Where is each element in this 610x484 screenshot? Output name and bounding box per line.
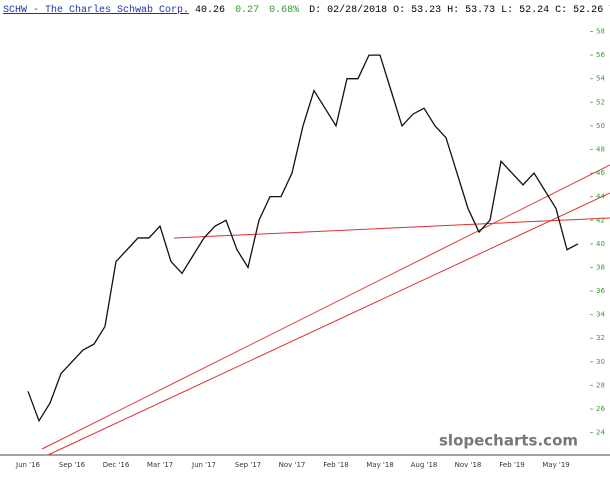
- change: 0.27: [235, 5, 259, 16]
- y-tick-label: 36: [596, 287, 605, 295]
- y-tick-label: 28: [596, 381, 605, 389]
- y-tick-label: 42: [596, 216, 605, 224]
- x-tick-label: Dec '16: [103, 461, 130, 469]
- x-tick-label: Jun '16: [15, 461, 41, 469]
- price-line: [27, 54, 579, 423]
- trend-line: [173, 217, 610, 239]
- last-price: 40.26: [195, 5, 225, 16]
- trend-line: [41, 164, 610, 450]
- ohlc-details: D: 02/28/2018 O: 53.23 H: 53.73 L: 52.24…: [309, 4, 610, 16]
- x-tick-label: Feb '18: [323, 461, 348, 469]
- y-tick-label: 34: [596, 311, 605, 319]
- x-tick-label: Feb '19: [499, 461, 524, 469]
- x-tick-label: Aug '18: [411, 461, 438, 469]
- y-tick-label: 50: [596, 122, 605, 130]
- y-tick-label: 40: [596, 240, 605, 248]
- y-tick-label: 44: [596, 193, 605, 201]
- change-pct: 0.68%: [269, 5, 299, 16]
- x-tick-label: Sep '16: [59, 461, 86, 469]
- y-tick-label: 26: [596, 405, 605, 413]
- x-tick-label: Nov '18: [455, 461, 482, 469]
- symbol[interactable]: SCHW - The Charles Schwab Corp.: [3, 4, 189, 16]
- y-tick-label: 32: [596, 334, 605, 342]
- x-tick-label: Sep '17: [235, 461, 261, 469]
- y-tick-label: 24: [596, 429, 605, 437]
- y-tick-label: 48: [596, 145, 605, 153]
- watermark: slopecharts.com: [439, 432, 578, 450]
- y-tick-label: 58: [596, 28, 605, 36]
- y-tick-label: 52: [596, 98, 605, 106]
- x-tick-label: Nov '17: [279, 461, 306, 469]
- y-tick-label: 30: [596, 358, 605, 366]
- y-tick-label: 54: [596, 75, 605, 83]
- x-tick-label: Mar '17: [147, 461, 173, 469]
- x-tick-label: May '19: [542, 461, 570, 469]
- x-tick-label: May '18: [366, 461, 394, 469]
- y-tick-label: 38: [596, 263, 605, 271]
- y-tick-label: 56: [596, 51, 605, 59]
- y-tick-label: 46: [596, 169, 605, 177]
- x-tick-label: Jun '17: [191, 461, 216, 469]
- trend-line: [47, 192, 610, 456]
- header: SCHW - The Charles Schwab Corp. 40.26 0.…: [3, 4, 610, 16]
